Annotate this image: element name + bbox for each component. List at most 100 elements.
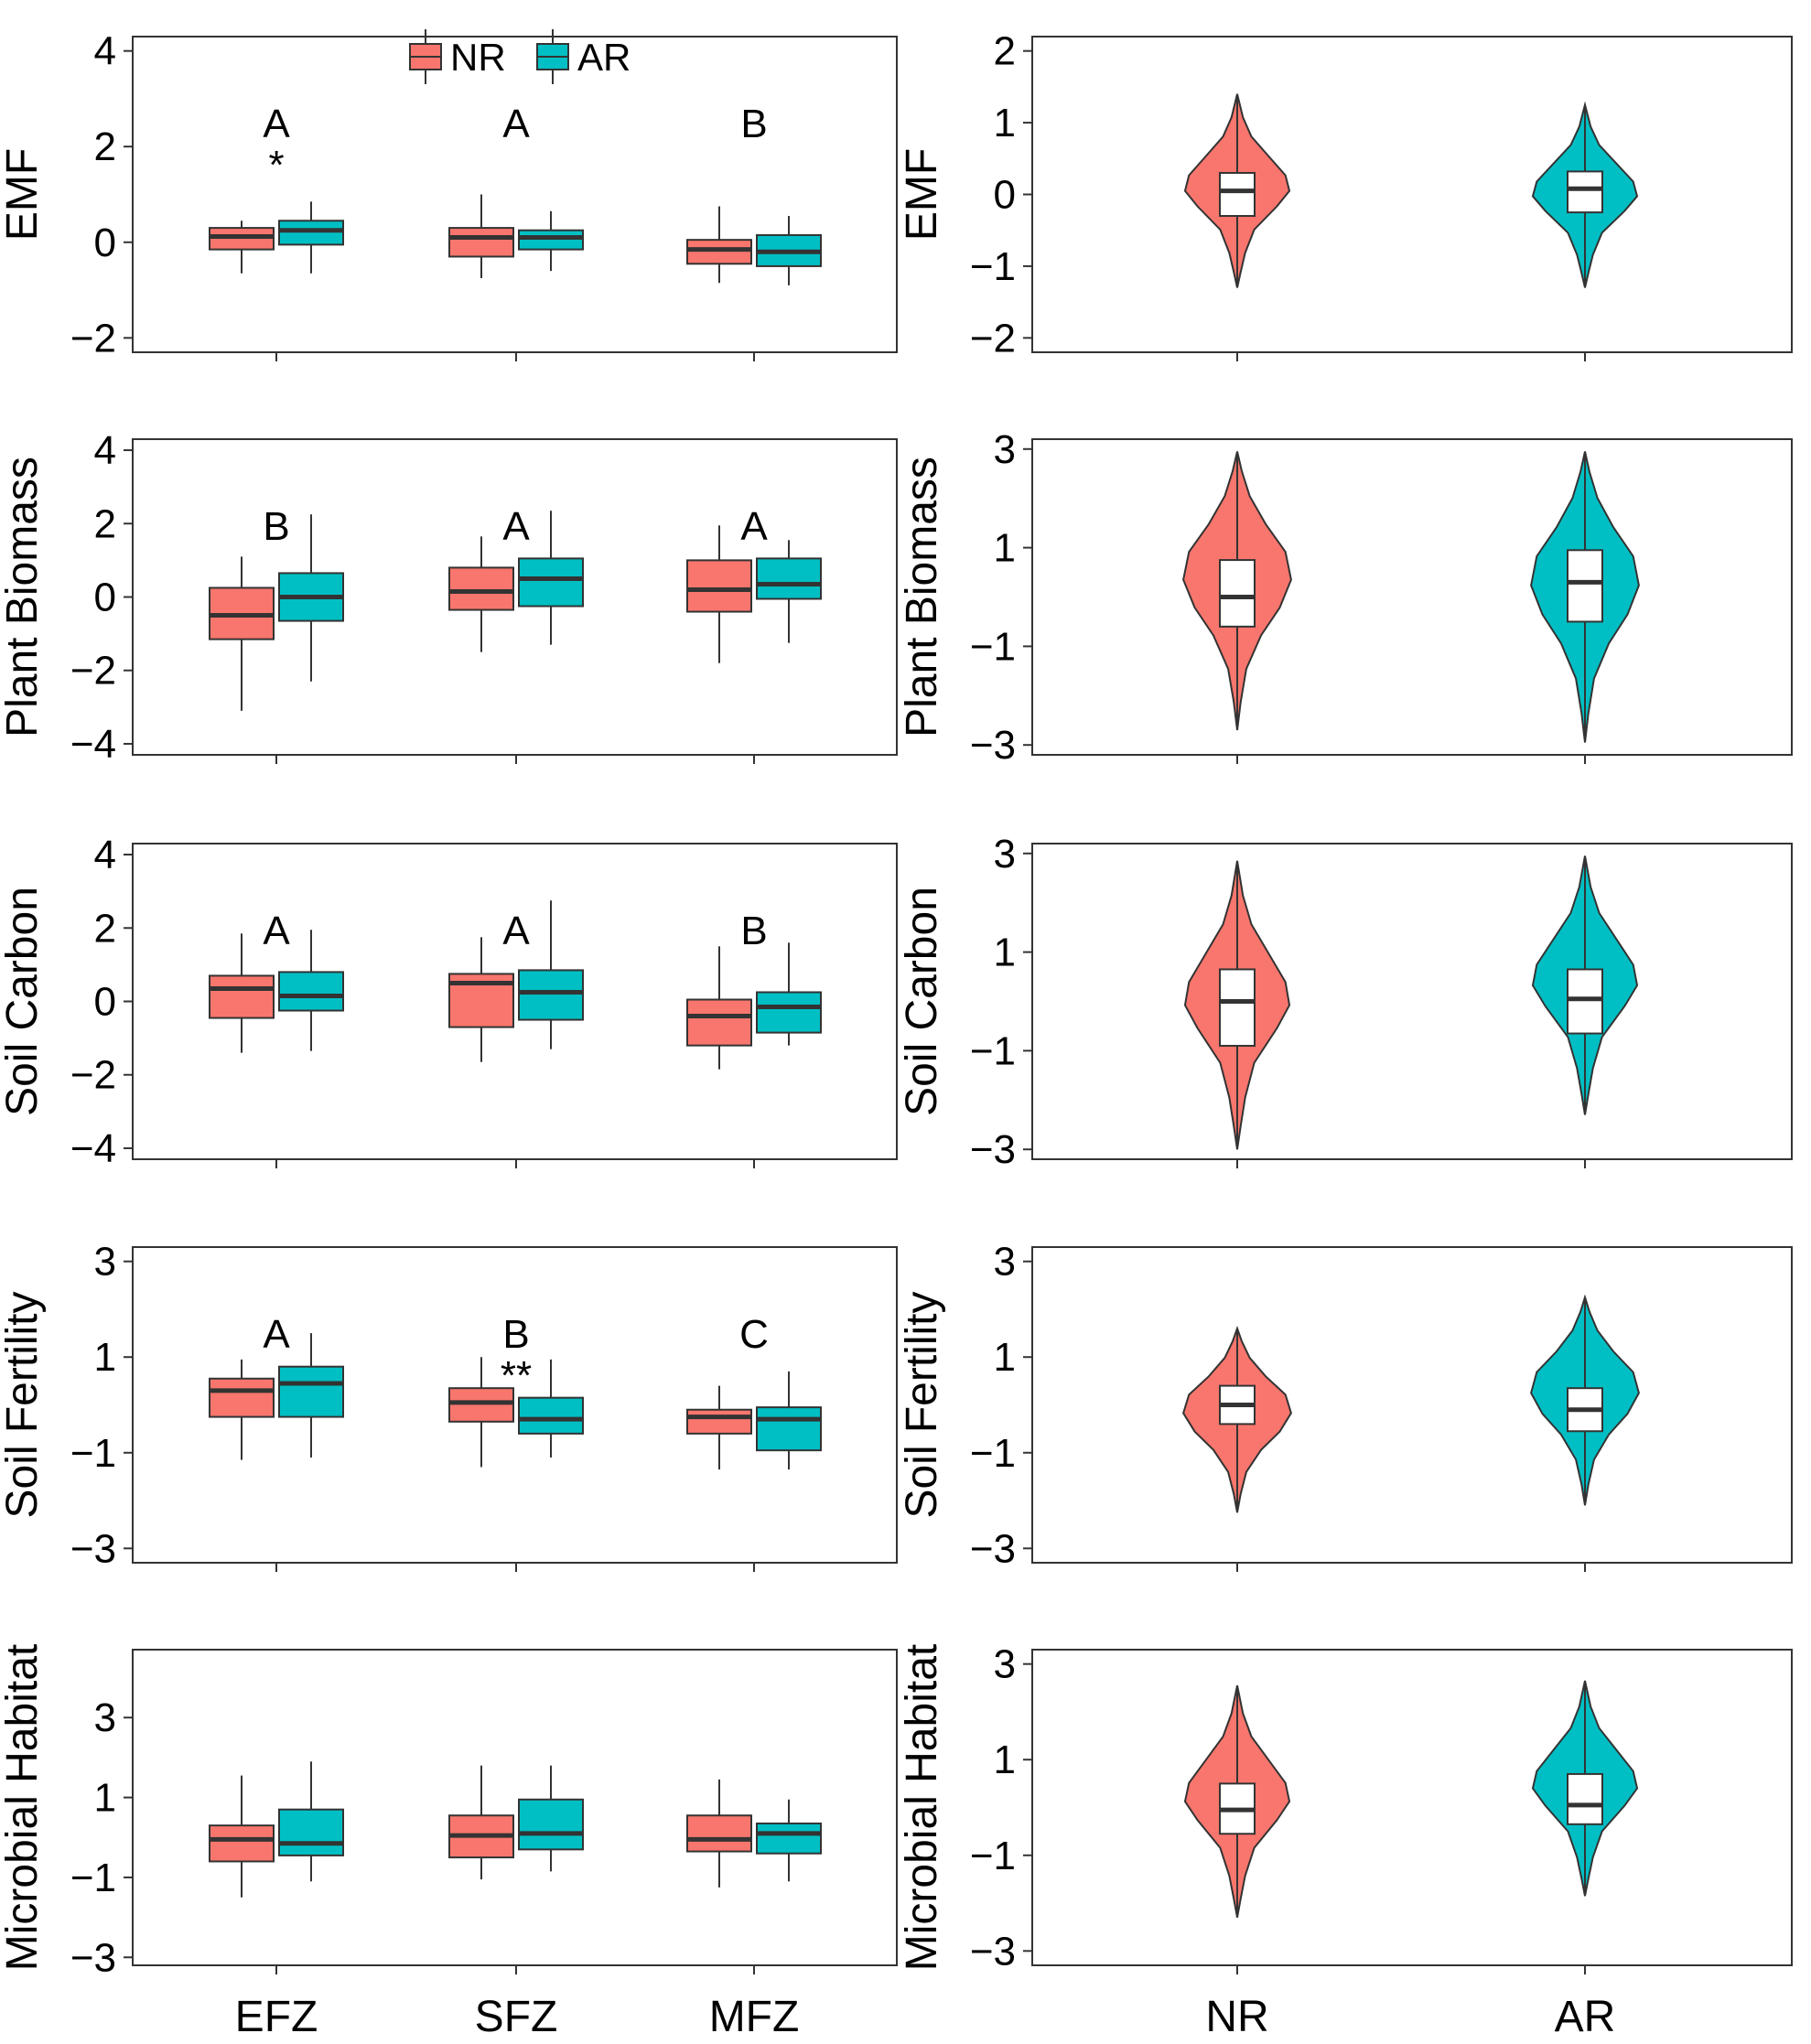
y-tick-label: 2 — [994, 29, 1016, 74]
box-nr — [448, 1387, 514, 1423]
box-ar — [278, 971, 344, 1012]
box-ar — [756, 1822, 822, 1855]
significance-letter: A — [263, 102, 290, 146]
y-tick-label: −2 — [970, 316, 1016, 360]
violin-inner-box — [1567, 549, 1603, 623]
y-tick-label: −3 — [70, 1526, 116, 1571]
y-tick-label: −1 — [970, 1834, 1016, 1878]
y-tick-label: 0 — [94, 980, 116, 1025]
y-tick-label: 0 — [94, 576, 116, 620]
y-tick-label: −2 — [70, 1053, 116, 1098]
left-soil-fertility-panel: −3 −1 1 3 Soil Fertility A B C ** — [0, 1240, 898, 1572]
y-tick-label: 3 — [94, 1695, 116, 1740]
y-tick-label: −2 — [70, 649, 116, 694]
x-category-label: NR — [1205, 1993, 1268, 2041]
y-tick-label: 0 — [994, 173, 1016, 218]
y-tick-label: −3 — [970, 1526, 1016, 1571]
y-tick-label: 2 — [94, 501, 116, 546]
y-tick-label: −1 — [70, 1856, 116, 1900]
y-tick-label: −1 — [70, 1431, 116, 1476]
box-nr — [686, 1814, 752, 1853]
right-soil-fertility-panel: −3 −1 1 3 Soil Fertility — [898, 1240, 1793, 1572]
box-nr — [686, 1408, 752, 1435]
y-axis-label: Soil Carbon — [0, 887, 47, 1116]
y-tick-label: 1 — [94, 1776, 116, 1821]
significance-letter: B — [502, 1312, 529, 1357]
y-tick-label: −3 — [970, 1127, 1016, 1172]
box-nr — [209, 974, 275, 1019]
y-axis-label: EMF — [0, 148, 47, 241]
right-soil-fertility-frame — [1031, 1246, 1793, 1564]
box-nr — [448, 227, 514, 258]
significance-stars: ** — [501, 1353, 532, 1398]
y-tick-label: 3 — [994, 832, 1016, 877]
y-tick-label: 0 — [94, 221, 116, 265]
right-microbial-habitat-panel: −3 −1 1 3 Microbial Habitat NR AR — [898, 1642, 1793, 2041]
y-tick-label: 2 — [94, 124, 116, 169]
left-microbial-habitat-frame — [132, 1649, 898, 1966]
y-tick-label: 3 — [994, 1240, 1016, 1285]
y-tick-label: 1 — [94, 1335, 116, 1380]
box-nr — [686, 559, 752, 613]
y-axis-label: EMF — [898, 148, 946, 241]
y-axis-label: Microbial Habitat — [0, 1644, 47, 1971]
y-tick-label: 4 — [94, 833, 116, 877]
legend: NR AR — [409, 29, 631, 84]
y-axis-label: Plant Biomass — [0, 457, 47, 737]
box-ar — [518, 1798, 584, 1851]
y-tick-label: 2 — [94, 906, 116, 951]
left-emf-panel: −2 0 2 4 EMF A A B * — [0, 29, 898, 361]
left-plant-biomass-panel: −4 −2 0 2 4 Plant Biomass B A A — [0, 428, 898, 767]
y-tick-label: 4 — [94, 428, 116, 473]
y-tick-label: −2 — [70, 316, 116, 360]
box-ar — [518, 557, 584, 608]
right-microbial-habitat-frame — [1031, 1649, 1793, 1966]
right-emf-panel: −2 −1 0 1 2 EMF — [898, 29, 1793, 361]
right-soil-carbon-frame — [1031, 843, 1793, 1160]
significance-stars: * — [268, 143, 284, 188]
x-category-label: EFZ — [235, 1993, 318, 2041]
y-tick-label: −3 — [970, 723, 1016, 768]
significance-letter: B — [740, 909, 767, 953]
box-ar — [278, 220, 344, 246]
significance-letter: A — [263, 909, 290, 953]
left-emf-frame — [132, 36, 898, 353]
y-axis-label: Microbial Habitat — [898, 1644, 946, 1971]
y-tick-label: 3 — [994, 427, 1016, 472]
y-tick-label: −1 — [970, 624, 1016, 669]
y-tick-label: −1 — [970, 1028, 1016, 1073]
y-axis-label: Soil Carbon — [898, 887, 946, 1116]
y-tick-label: −4 — [70, 1126, 116, 1171]
y-tick-label: −4 — [70, 722, 116, 767]
y-axis-label: Soil Fertility — [898, 1291, 946, 1518]
box-ar — [756, 557, 822, 600]
box-nr — [209, 1824, 275, 1863]
y-tick-label: 1 — [994, 101, 1016, 145]
violin-inner-box — [1567, 968, 1603, 1035]
violin-inner-box — [1219, 559, 1256, 628]
y-tick-label: 3 — [94, 1240, 116, 1285]
box-ar — [278, 1808, 344, 1856]
y-axis-label: Plant Biomass — [898, 457, 946, 737]
significance-letter: B — [740, 102, 767, 146]
box-ar — [756, 1406, 822, 1452]
box-ar — [518, 229, 584, 251]
y-tick-label: −3 — [70, 1935, 116, 1980]
y-tick-label: 4 — [94, 29, 116, 74]
y-tick-label: −1 — [970, 244, 1016, 289]
y-tick-label: −1 — [970, 1431, 1016, 1476]
box-nr — [209, 1377, 275, 1418]
significance-letter: A — [502, 102, 530, 146]
significance-letter: A — [502, 504, 530, 549]
significance-letter: B — [263, 504, 289, 549]
violin-inner-box — [1219, 968, 1256, 1048]
violin-inner-box — [1567, 1772, 1603, 1825]
y-axis-label: Soil Fertility — [0, 1291, 47, 1518]
box-ar — [756, 991, 822, 1034]
x-category-label: MFZ — [709, 1993, 800, 2041]
violin-inner-box — [1567, 170, 1603, 214]
y-tick-label: 3 — [994, 1642, 1016, 1687]
box-nr — [686, 998, 752, 1047]
y-tick-label: 1 — [994, 526, 1016, 571]
